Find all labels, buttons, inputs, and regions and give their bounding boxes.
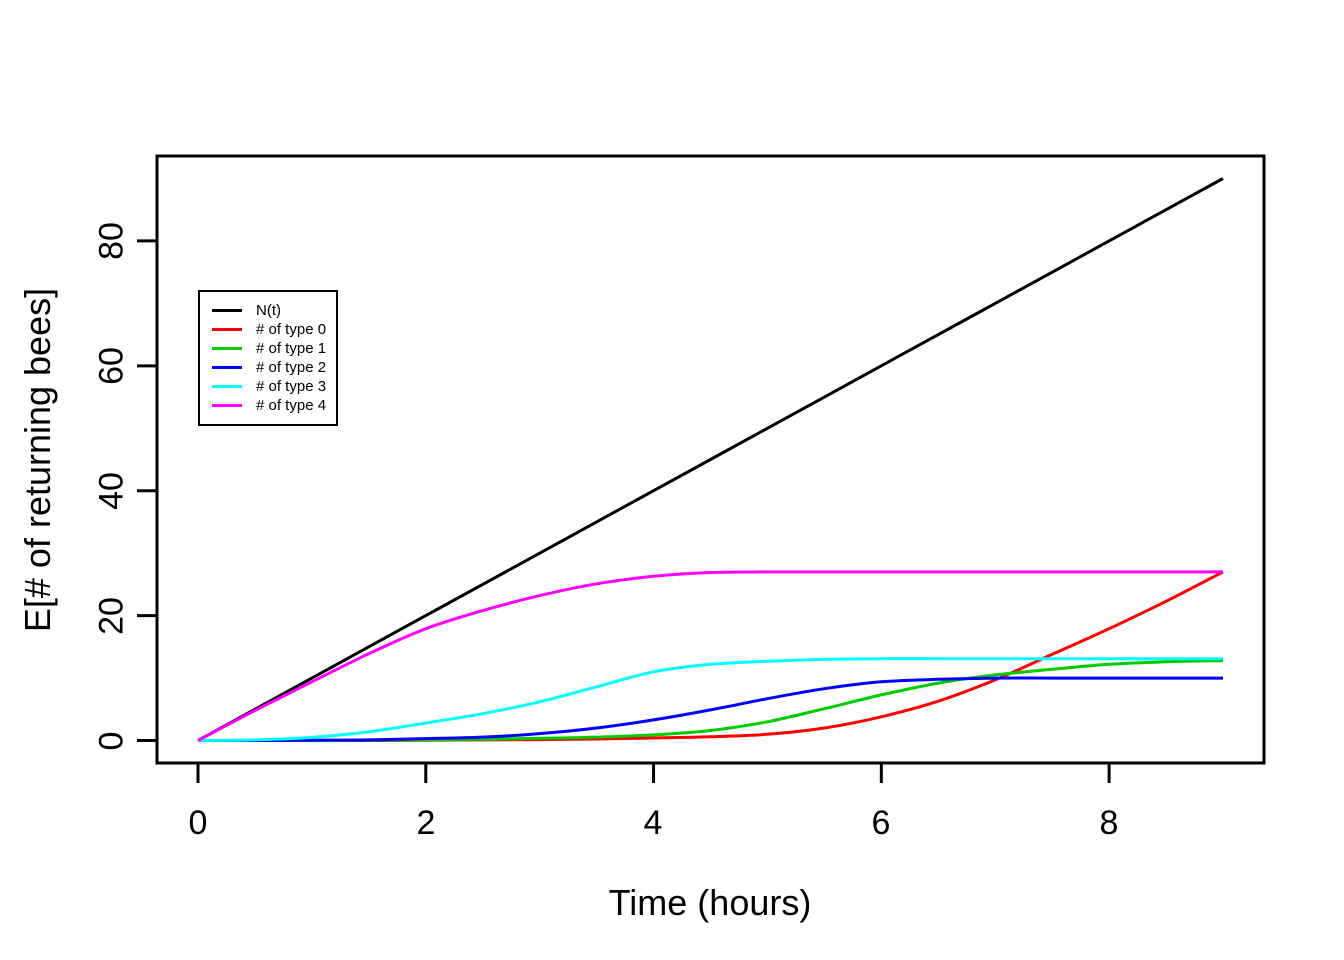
x-tick-label: 0 <box>188 804 208 842</box>
y-tick-label: 80 <box>92 222 131 260</box>
legend-line-swatch <box>212 366 242 369</box>
legend-item: # of type 4 <box>200 396 336 415</box>
y-tick-label: 40 <box>92 472 131 510</box>
legend-line-swatch <box>212 385 242 388</box>
y-tick-label: 60 <box>92 347 131 385</box>
series-line-of-type-4 <box>197 570 1223 742</box>
x-tick-label: 2 <box>416 804 436 842</box>
legend-item-label: # of type 3 <box>256 378 327 395</box>
legend: N(t) # of type 0 # of type 1 # of type 2… <box>198 290 338 426</box>
legend-item: # of type 0 <box>200 320 336 339</box>
legend-item: # of type 2 <box>200 358 336 377</box>
x-tick-label: 4 <box>643 804 663 842</box>
series-line-of-type-3 <box>197 657 1223 742</box>
legend-item-label: # of type 0 <box>256 321 327 338</box>
series-line-of-type-1 <box>198 659 1224 743</box>
y-axis-title: E[# of returning bees] <box>17 287 58 633</box>
legend-item-label: # of type 2 <box>256 359 327 376</box>
legend-line-swatch <box>212 404 242 407</box>
legend-item: # of type 3 <box>200 377 336 396</box>
legend-item: N(t) <box>200 301 336 320</box>
legend-item-label: # of type 4 <box>256 397 327 414</box>
legend-item-label: # of type 1 <box>256 340 327 357</box>
legend-item-label: N(t) <box>256 302 281 319</box>
x-tick-label: 6 <box>871 804 891 842</box>
series-line-of-type-2 <box>197 676 1223 743</box>
series-line-n-t <box>197 177 1224 742</box>
x-tick-label: 8 <box>1099 804 1119 842</box>
y-tick-label: 0 <box>92 731 131 751</box>
legend-line-swatch <box>212 328 242 331</box>
legend-item: # of type 1 <box>200 339 336 358</box>
y-tick-label: 20 <box>92 597 131 635</box>
x-axis-title: Time (hours) <box>608 882 812 923</box>
legend-line-swatch <box>212 347 242 350</box>
plot-box <box>155 154 1266 765</box>
legend-line-swatch <box>212 309 242 312</box>
